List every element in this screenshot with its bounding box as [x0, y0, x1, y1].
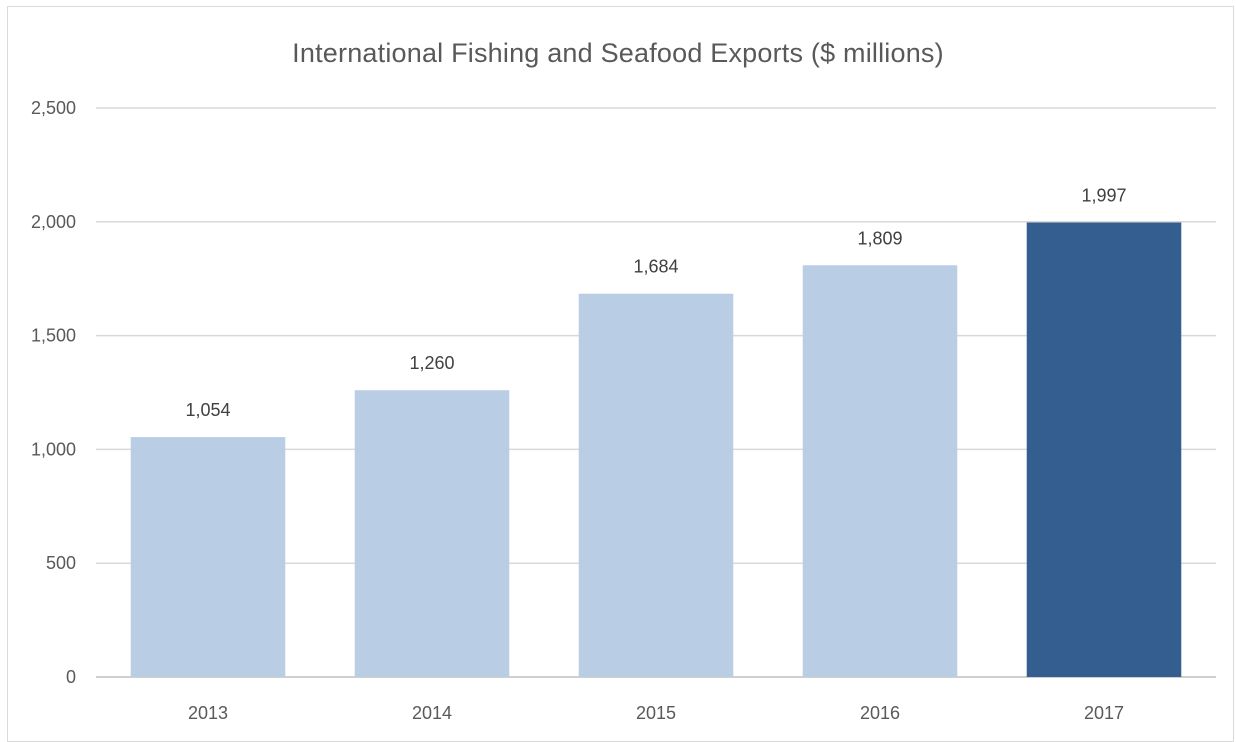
x-tick-label-2017: 2017 [1084, 703, 1124, 723]
y-tick-label: 1,000 [31, 439, 76, 459]
bar-2014 [354, 390, 510, 677]
x-tick-label-2016: 2016 [860, 703, 900, 723]
y-tick-label: 0 [66, 667, 76, 687]
data-label-2013: 1,054 [185, 400, 230, 420]
y-tick-label: 500 [46, 553, 76, 573]
x-tick-label-2013: 2013 [188, 703, 228, 723]
bar-2013 [130, 437, 286, 677]
x-tick-label-2015: 2015 [636, 703, 676, 723]
data-label-2016: 1,809 [857, 228, 902, 248]
y-tick-label: 2,500 [31, 98, 76, 118]
y-tick-label: 2,000 [31, 212, 76, 232]
bar-2016 [802, 265, 958, 677]
bars [130, 222, 1182, 678]
bar-2017 [1026, 222, 1182, 678]
y-axis-tick-labels: 0 500 1,000 1,500 2,000 2,500 [31, 98, 76, 687]
data-label-2015: 1,684 [633, 257, 678, 277]
y-tick-label: 1,500 [31, 326, 76, 346]
data-label-2017: 1,997 [1081, 185, 1126, 205]
bar-2015 [578, 293, 734, 677]
x-tick-label-2014: 2014 [412, 703, 452, 723]
data-label-2014: 1,260 [409, 353, 454, 373]
chart-title: International Fishing and Seafood Export… [292, 38, 944, 68]
x-axis-tick-labels: 2013 2014 2015 2016 2017 [188, 703, 1124, 723]
data-labels: 1,054 1,260 1,684 1,809 1,997 [185, 185, 1126, 420]
